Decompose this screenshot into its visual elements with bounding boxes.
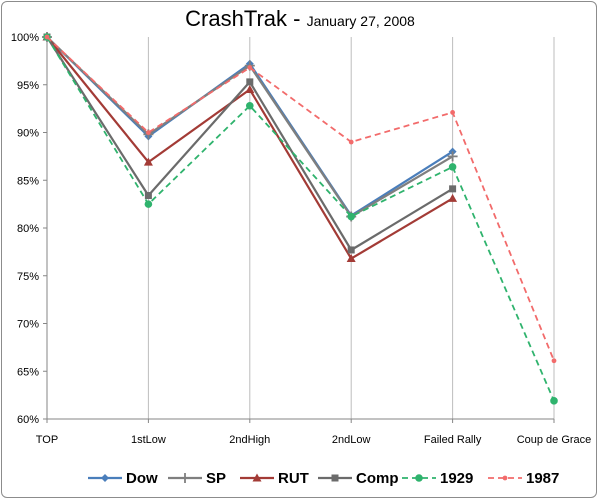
series-layer (42, 32, 558, 405)
data-point-RUT (448, 193, 458, 202)
legend-item-SP: SP (168, 470, 226, 487)
x-tick-label: 1stLow (131, 434, 166, 446)
legend-item-Comp: Comp (318, 470, 399, 487)
legend-item-1929: 1929 (402, 470, 473, 487)
y-tick-label: 70% (17, 319, 39, 331)
y-tick-label: 85% (17, 175, 39, 187)
grid-layer (147, 37, 555, 419)
series-line-1929 (46, 36, 555, 402)
legend-swatch-marker (252, 473, 262, 482)
chart-title-block: CrashTrak - January 27, 2008 (0, 6, 600, 32)
data-point-Comp (347, 246, 355, 254)
data-point-1929 (144, 200, 153, 208)
y-tick-label: 60% (17, 414, 39, 426)
legend-label: 1929 (440, 470, 473, 487)
y-tick-label: 80% (17, 223, 39, 235)
x-tick-label: TOP (36, 434, 58, 446)
legend-label: 1987 (526, 470, 559, 487)
legend-label: Comp (356, 470, 399, 487)
data-point-1929 (550, 397, 558, 405)
chart-title: CrashTrak (185, 6, 288, 31)
legend-item-Dow: Dow (88, 470, 158, 487)
data-point-1987 (247, 65, 253, 70)
x-tick-label: Failed Rally (424, 434, 482, 446)
data-point-Comp (246, 78, 254, 86)
chart-subtitle: January 27, 2008 (306, 13, 415, 29)
axis-layer: 100% 95% 90% 85% 80% 75% 70% 65% 60% TOP 1stLow 2nd… (11, 32, 591, 446)
series-1929 (43, 33, 558, 405)
data-point-1987 (551, 358, 557, 364)
y-tick-label: 95% (17, 80, 39, 92)
y-tick-label: 65% (17, 366, 39, 378)
legend-swatch-marker (180, 473, 190, 483)
y-tick-label: 75% (17, 271, 39, 283)
legend-label: RUT (278, 470, 309, 487)
data-point-1987 (146, 130, 151, 135)
data-point-1929 (448, 163, 457, 171)
x-tick-label: Coup de Grace (517, 434, 592, 446)
legend-swatch-marker (502, 475, 508, 481)
series-1987 (44, 34, 557, 364)
y-tick-label: 100% (11, 32, 39, 44)
legend-label: SP (206, 470, 226, 487)
x-tick-label: 2ndHigh (229, 434, 270, 446)
data-point-Comp (144, 192, 152, 200)
data-point-1987 (348, 139, 354, 145)
legend: Dow SP RUT Comp 1929 1987 (88, 470, 559, 487)
data-point-1987 (44, 34, 50, 40)
data-point-1929 (347, 212, 356, 221)
legend-label: Dow (126, 470, 158, 487)
data-point-Comp (449, 185, 457, 193)
legend-swatch-marker (415, 474, 423, 482)
title-separator: - (287, 6, 307, 31)
data-point-1987 (450, 110, 455, 115)
legend-item-RUT: RUT (240, 470, 309, 487)
legend-item-1987: 1987 (488, 470, 559, 487)
x-tick-label: 2ndLow (332, 434, 371, 446)
data-point-RUT (245, 85, 255, 94)
legend-swatch-marker (331, 474, 339, 482)
data-point-RUT (143, 157, 153, 166)
data-point-SP (447, 151, 458, 162)
series-line-1987 (46, 36, 555, 362)
y-tick-label: 90% (17, 128, 39, 140)
data-point-1929 (246, 101, 254, 110)
data-point-RUT (346, 254, 356, 263)
legend-swatch-marker (101, 474, 109, 482)
